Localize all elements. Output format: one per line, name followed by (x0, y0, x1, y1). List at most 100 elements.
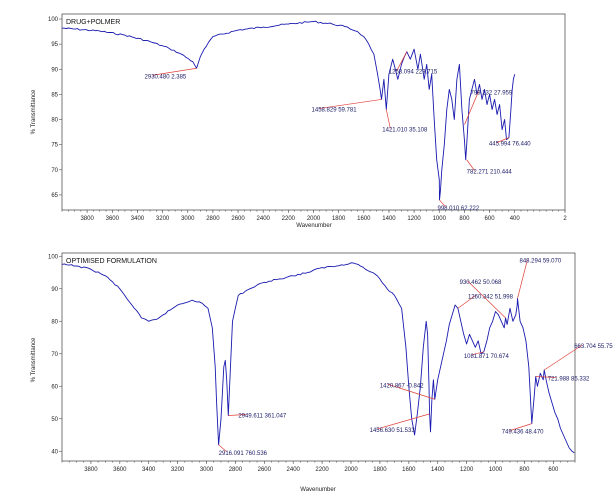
spectrum-series (61, 20, 516, 201)
peak-leader-line (466, 159, 475, 171)
peak-label: 749.436 48.470 (502, 430, 544, 436)
y-axis-label: % Transmittance (31, 89, 37, 134)
peak-leader-line (471, 351, 484, 356)
x-tick-label: 3600 (106, 216, 120, 222)
y-tick-label: 80 (51, 118, 58, 124)
x-tick-label: 2800 (206, 216, 220, 222)
peak-label: 1421.010 35.108 (382, 127, 428, 133)
y-tick-label: 60 (51, 384, 58, 390)
x-tick-label: 3600 (113, 467, 127, 473)
peak-label: 1458.829 59.781 (312, 107, 358, 113)
peak-leader-line (544, 344, 583, 371)
x-tick-label: 3400 (142, 467, 156, 473)
peak-leader-line (218, 444, 227, 453)
y-tick-label: 90 (51, 67, 58, 73)
chart-title: OPTIMISED FORMULATION (66, 258, 157, 265)
x-tick-label: 1800 (373, 467, 387, 473)
peak-leader-line (152, 67, 197, 76)
y-tick-label: 70 (51, 168, 58, 174)
peak-label: 721.988 85.332 (548, 377, 590, 383)
peak-label: 445.994 76.440 (489, 142, 531, 148)
x-tick-label: 2400 (287, 467, 301, 473)
x-tick-label: 400 (510, 216, 521, 222)
x-axis-label: Wavenumber (300, 487, 335, 493)
peak-leader-line (396, 51, 408, 71)
x-tick-label: 2400 (257, 216, 271, 222)
spectrum-line (61, 20, 516, 201)
y-axis-label: % Transmittance (31, 337, 37, 382)
y-tick-label: 80 (51, 319, 58, 325)
axis-ticks: 3800 3600 3400 3200 3000 2800 2600 2400 2200 2000… (48, 17, 567, 222)
x-tick-label: 1600 (402, 467, 416, 473)
spectrum-line (61, 262, 575, 454)
x-tick-label: 2600 (258, 467, 272, 473)
peak-leader-line (439, 199, 446, 208)
peak-leader-line (387, 383, 435, 400)
peak-label: 848.294 59.070 (519, 259, 561, 265)
peak-leader-line (377, 413, 430, 430)
y-tick-label: 90 (51, 287, 58, 293)
x-tick-label: 1800 (332, 216, 346, 222)
peak-label: 1258.094 229.715 (389, 70, 438, 76)
x-tick-label: 1000 (489, 467, 503, 473)
y-tick-label: 85 (51, 92, 58, 98)
peak-leader-line (385, 109, 391, 129)
x-tick-label: 2200 (315, 467, 329, 473)
chart-title: DRUG+POLMER (66, 19, 120, 26)
axis-ticks: 3800 3600 3400 3200 3000 2800 2600 2400 2200 2000… (48, 254, 576, 473)
spectrum-series (61, 262, 575, 454)
peak-annotations: 2930.480 2.385 1458.829 59.781 1421.010 35… (145, 51, 531, 212)
x-tick-label: 2800 (229, 467, 243, 473)
x-tick-label: 2000 (344, 467, 358, 473)
plot-frame (61, 252, 576, 462)
x-tick-label: 3200 (156, 216, 170, 222)
chart-drug-polymer: DRUG+POLMER Wavenumber % Transmittance 3… (31, 13, 567, 229)
y-tick-label: 65 (51, 193, 58, 199)
peak-label: 2916.091 760.536 (219, 451, 268, 457)
peak-label: 799.232 27.959 (471, 91, 513, 97)
peak-label: 930.462 50.068 (460, 280, 502, 286)
peak-annotations: 2949.611 361.047 2916.091 760.536 1420.867… (218, 259, 613, 457)
x-tick-label: 1000 (433, 216, 447, 222)
x-tick-label: 3400 (131, 216, 145, 222)
peak-leader-line (496, 137, 510, 143)
x-tick-label: 3200 (171, 467, 185, 473)
x-axis-label: Wavenumber (296, 223, 331, 229)
y-tick-label: 100 (48, 254, 59, 260)
x-tick-label: 1400 (382, 216, 396, 222)
peak-label: 998.010 62.222 (438, 206, 480, 212)
x-tick-label: 3000 (181, 216, 195, 222)
y-tick-label: 95 (51, 42, 58, 48)
x-tick-label: 1200 (460, 467, 474, 473)
peak-leader-line (467, 280, 506, 319)
x-tick-label: 3800 (80, 216, 94, 222)
x-tick-label: 1200 (407, 216, 421, 222)
peak-leader-line (228, 414, 247, 416)
x-tick-label: 2000 (307, 216, 321, 222)
peak-leader-line (319, 99, 382, 109)
y-tick-label: 100 (48, 17, 59, 23)
peak-leader-line (509, 423, 532, 431)
x-tick-label: 600 (485, 216, 496, 222)
x-tick-label: 2200 (282, 216, 296, 222)
x-tick-label: 2600 (231, 216, 245, 222)
x-tick-label: 2 (563, 216, 567, 222)
peak-label: 1420.867 -0.842 (380, 383, 424, 389)
y-tick-label: 70 (51, 352, 58, 358)
peak-label: 1260.342 51.998 (468, 294, 514, 300)
x-tick-label: 600 (548, 467, 559, 473)
chart-optimised-formulation: OPTIMISED FORMULATION Wavenumber % Trans… (31, 252, 613, 493)
peak-label: 782.271 210.444 (467, 170, 513, 176)
y-tick-label: 75 (51, 143, 58, 149)
peak-label: 1456.630 51.533 (370, 428, 416, 434)
peak-leader-line (535, 376, 556, 378)
x-tick-label: 3800 (84, 467, 98, 473)
x-tick-label: 1400 (431, 467, 445, 473)
y-tick-label: 50 (51, 417, 58, 423)
peak-leader-line (517, 259, 528, 299)
x-tick-label: 800 (519, 467, 530, 473)
peak-label: 1081.871 70.674 (464, 354, 510, 360)
peak-leader-line (457, 294, 477, 309)
